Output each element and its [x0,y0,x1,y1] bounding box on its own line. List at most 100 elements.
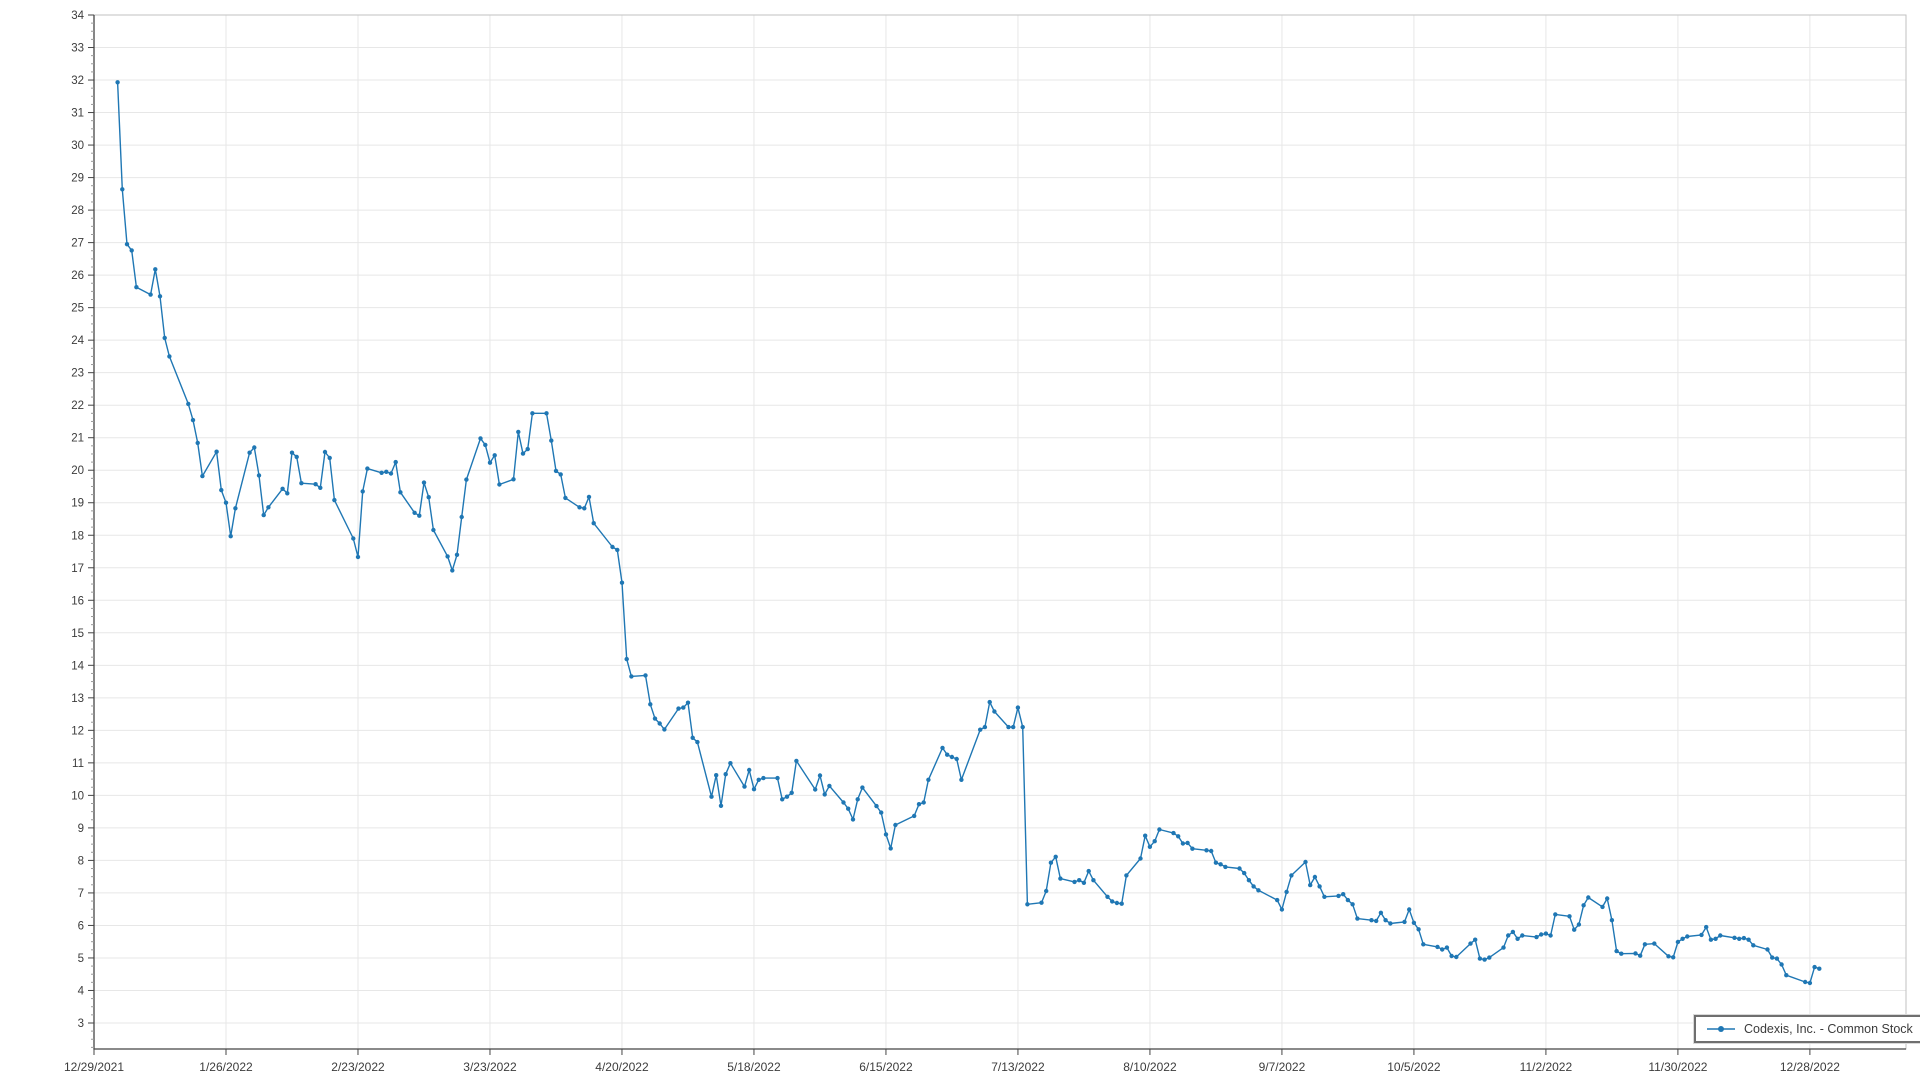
data-point [313,482,318,487]
data-point [322,449,328,455]
data-point [1473,937,1478,942]
data-point [1510,929,1516,935]
data-point [1699,932,1704,938]
data-point [648,702,653,707]
data-point [1779,962,1784,967]
data-point [1803,979,1808,985]
data-point [1355,916,1360,921]
data-point [1143,833,1148,838]
data-point [544,411,549,416]
data-point [718,803,724,808]
data-point [223,500,229,505]
legend-series-label: Codexis, Inc. - Common Stock [1744,1022,1913,1036]
x-tick-label: 4/20/2022 [595,1060,649,1074]
data-point [1633,951,1638,956]
data-point [1317,884,1322,889]
y-tick-label: 27 [71,238,84,250]
data-point [1138,856,1143,861]
x-axis-ticks [93,1049,1811,1055]
data-point [1124,873,1129,878]
data-point [516,429,521,435]
data-point [1708,937,1714,942]
data-point [1506,933,1511,938]
data-point [690,735,695,740]
data-point [912,813,917,819]
data-point [1737,936,1742,941]
data-point [1543,931,1549,936]
data-point [751,787,757,792]
axis-lines [93,15,1906,1050]
y-tick-label: 10 [71,790,84,802]
data-point [1119,901,1124,906]
data-point [1209,848,1214,854]
data-point [992,709,997,714]
legend[interactable]: Codexis, Inc. - Common Stock [1694,1015,1920,1043]
x-axis-labels: 12/29/2021 1/26/2022 2/23/2022 3/23/2022 4/2… [64,1060,1840,1074]
data-point [888,846,893,851]
y-tick-label: 22 [71,400,84,412]
data-point [511,477,516,482]
x-tick-label: 11/30/2022 [1648,1060,1707,1074]
data-point [784,794,790,799]
data-point [1237,866,1242,871]
data-point [1048,860,1054,865]
data-point [1110,899,1115,904]
data-point [558,472,563,477]
data-point [214,449,219,454]
data-point [586,494,592,500]
data-point [756,777,761,782]
y-tick-label: 29 [71,173,84,185]
data-point [1279,907,1285,912]
data-point [1152,839,1157,844]
data-point [157,294,163,299]
y-tick-label: 8 [78,855,84,867]
data-point [530,411,535,416]
data-point [1515,936,1520,941]
data-point [1378,910,1384,915]
data-point [1609,918,1615,923]
y-axis-ticks [88,14,94,1048]
data-point [1077,878,1082,883]
data-point [615,547,620,553]
data-point [1675,939,1681,945]
data-point [549,438,554,443]
data-point [1416,927,1421,932]
data-point [747,767,752,773]
data-point [384,469,389,474]
x-tick-label: 6/15/2022 [859,1060,913,1074]
data-point [459,514,464,520]
data-point [120,187,125,192]
data-point [327,455,332,461]
data-point [563,495,568,501]
data-point [1312,874,1318,880]
data-point [728,761,733,766]
data-point [1576,922,1582,927]
data-point [280,486,285,491]
data-point [883,832,889,837]
data-point [261,512,266,518]
data-point [709,794,714,799]
data-point [332,497,337,503]
y-tick-label: 3 [78,1018,84,1030]
data-point [219,487,224,493]
data-point [1600,904,1605,910]
data-point [1807,980,1813,986]
y-tick-label: 15 [71,628,84,640]
y-tick-label: 11 [72,758,84,770]
data-point [1284,889,1289,895]
x-tick-label: 11/2/2022 [1520,1060,1573,1074]
data-point [780,797,785,802]
x-tick-label: 2/23/2022 [331,1060,385,1074]
data-point [1374,918,1379,924]
data-point [1147,844,1153,849]
data-point [134,285,139,290]
data-point [1751,943,1756,948]
data-point [1619,951,1624,956]
data-point [421,480,427,485]
y-tick-label: 33 [71,43,84,55]
data-point [492,453,497,458]
data-point [256,473,262,478]
y-tick-label: 24 [71,335,84,347]
data-point [1369,918,1374,923]
data-point [1218,862,1223,867]
